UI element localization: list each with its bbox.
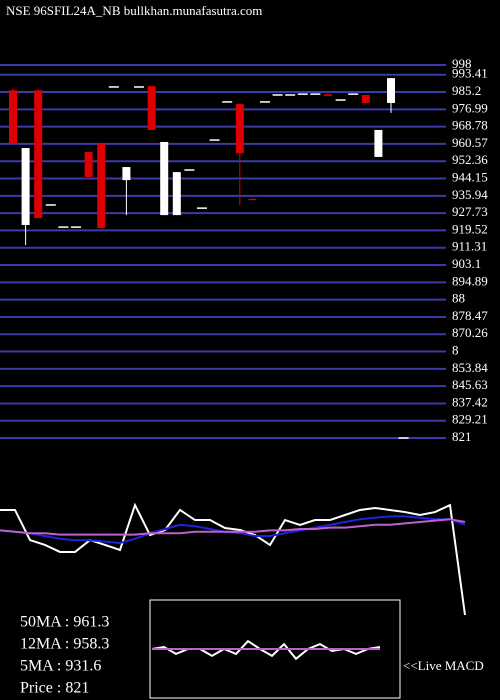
y-tick-label: 935.94 (452, 187, 488, 202)
y-tick-label: 968.78 (452, 118, 488, 133)
candle-body (172, 172, 181, 216)
y-tick-label: 88 (452, 291, 465, 306)
candle-body (97, 143, 106, 228)
y-tick-label: 985.2 (452, 83, 481, 98)
y-tick-label: 829.21 (452, 412, 488, 427)
y-tick-label: 894.89 (452, 273, 488, 288)
y-tick-label: 853.84 (452, 360, 488, 375)
macd-label: <<Live MACD (403, 658, 484, 673)
stat-label: 50MA : 961.3 (20, 614, 109, 631)
y-tick-label: 903.1 (452, 256, 481, 271)
y-tick-label: 927.73 (452, 204, 488, 219)
candle-body (235, 104, 244, 154)
stat-label: 5MA : 931.6 (20, 658, 101, 675)
candle-body (147, 86, 156, 130)
candle-body (387, 78, 395, 103)
candle-body (21, 148, 30, 225)
macd-box (149, 599, 401, 699)
y-tick-label: 870.26 (452, 325, 488, 340)
y-tick-label: 993.41 (452, 66, 488, 81)
y-tick-label: 911.31 (452, 239, 487, 254)
stat-label: 12MA : 958.3 (20, 636, 109, 653)
candle-body (374, 129, 383, 157)
y-tick-label: 919.52 (452, 221, 488, 236)
candle-body (9, 90, 17, 144)
y-tick-label: 998 (452, 56, 472, 71)
y-tick-label: 944.15 (452, 170, 488, 185)
candle-body (84, 152, 93, 177)
indicator-line (0, 518, 466, 536)
y-tick-label: 845.63 (452, 377, 488, 392)
y-tick-label: 960.57 (452, 135, 488, 150)
y-tick-label: 952.36 (452, 152, 488, 167)
chart-title: NSE 96SFIL24A_NB bullkhan.munafasutra.co… (6, 3, 262, 18)
y-tick-label: 837.42 (452, 394, 488, 409)
candle-body (34, 90, 43, 219)
y-tick-label: 8 (452, 343, 459, 358)
indicator-line (0, 502, 466, 616)
y-tick-label: 821 (452, 429, 472, 444)
candle-body (324, 94, 332, 96)
candle-body (361, 94, 370, 103)
y-tick-label: 976.99 (452, 100, 488, 115)
candle-body (122, 167, 131, 181)
y-tick-label: 878.47 (452, 308, 488, 323)
stat-label: Price : 821 (20, 680, 89, 697)
candle-body (160, 141, 169, 216)
candle-body (248, 198, 257, 201)
